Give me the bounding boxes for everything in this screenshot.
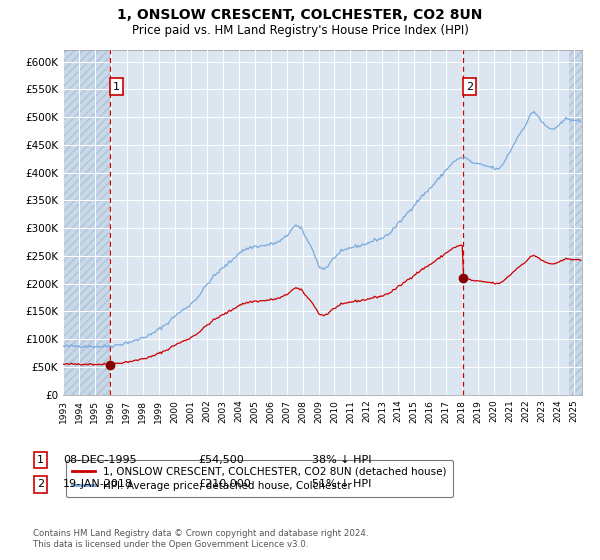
Text: 1: 1	[37, 455, 44, 465]
Text: 1, ONSLOW CRESCENT, COLCHESTER, CO2 8UN: 1, ONSLOW CRESCENT, COLCHESTER, CO2 8UN	[118, 8, 482, 22]
Text: 08-DEC-1995: 08-DEC-1995	[63, 455, 137, 465]
Text: £210,000: £210,000	[198, 479, 251, 489]
Text: 2: 2	[466, 82, 473, 92]
Text: 51% ↓ HPI: 51% ↓ HPI	[312, 479, 371, 489]
Text: Contains HM Land Registry data © Crown copyright and database right 2024.
This d: Contains HM Land Registry data © Crown c…	[33, 529, 368, 549]
Text: 38% ↓ HPI: 38% ↓ HPI	[312, 455, 371, 465]
Text: £54,500: £54,500	[198, 455, 244, 465]
Text: Price paid vs. HM Land Registry's House Price Index (HPI): Price paid vs. HM Land Registry's House …	[131, 24, 469, 36]
Text: 1: 1	[113, 82, 120, 92]
Text: 19-JAN-2018: 19-JAN-2018	[63, 479, 133, 489]
Bar	[569, 50, 582, 395]
Text: 2: 2	[37, 479, 44, 489]
Bar	[63, 50, 110, 395]
Legend: 1, ONSLOW CRESCENT, COLCHESTER, CO2 8UN (detached house), HPI: Average price, de: 1, ONSLOW CRESCENT, COLCHESTER, CO2 8UN …	[65, 460, 453, 497]
